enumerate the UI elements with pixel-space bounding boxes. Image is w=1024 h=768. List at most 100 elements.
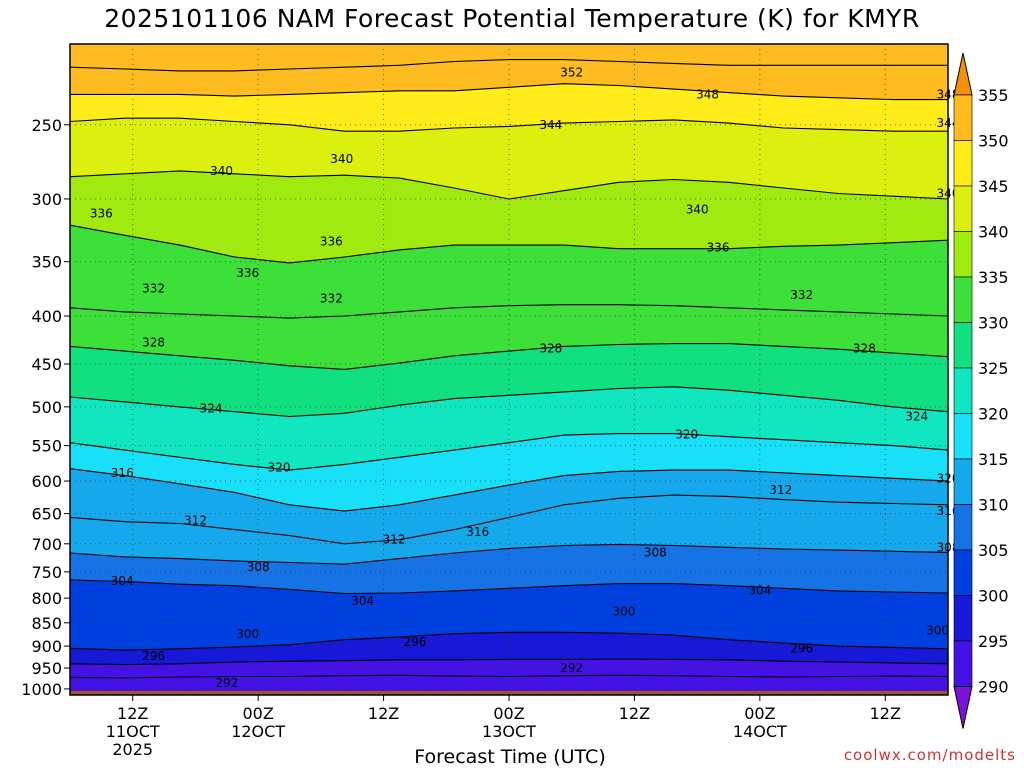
contour-label: 348: [696, 87, 719, 101]
contour-label: 308: [644, 545, 667, 559]
colorbar-label: 315: [978, 450, 1009, 469]
colorbar-label: 325: [978, 359, 1009, 378]
colorbar-label: 320: [978, 405, 1009, 424]
y-tick-label: 650: [31, 505, 62, 524]
y-tick-label: 700: [31, 535, 62, 554]
contour-label: 296: [790, 641, 813, 655]
contour-label: 340: [330, 152, 353, 166]
chart-title: 2025101106 NAM Forecast Potential Temper…: [104, 4, 920, 33]
colorbar-label: 340: [978, 223, 1009, 242]
x-tick-label: 12Z: [368, 704, 399, 723]
colorbar-label: 355: [978, 86, 1009, 105]
colorbar-label: 330: [978, 314, 1009, 333]
x-tick-label: 12Z: [117, 704, 148, 723]
colorbar-arrow-top: [953, 52, 973, 96]
contour-label: 312: [184, 513, 207, 527]
contour-label: 328: [539, 341, 562, 355]
colorbar-segment: [953, 413, 973, 460]
colorbar-segment: [953, 140, 973, 187]
contour-label: 320: [675, 427, 698, 441]
colorbar-segment: [953, 367, 973, 414]
contour-label: 336: [236, 266, 259, 280]
contour-label: 344: [539, 118, 562, 132]
colorbar-label: 345: [978, 177, 1009, 196]
filled-bands: [70, 44, 948, 695]
x-tick-label: 14OCT: [733, 722, 787, 741]
isentrope-332: [70, 304, 948, 319]
x-tick-label: 12Z: [619, 704, 650, 723]
colorbar-label: 310: [978, 496, 1009, 515]
isentrope-lines: [70, 59, 948, 679]
colorbar-label: 295: [978, 632, 1009, 651]
colorbar-segment: [953, 595, 973, 642]
band-below-292: [70, 675, 948, 695]
x-tick-label: 13OCT: [482, 722, 536, 741]
contour-label: 304: [748, 583, 771, 597]
contour-label: 332: [790, 288, 813, 302]
contour-label: 328: [142, 336, 165, 350]
contour-label: 296: [142, 649, 165, 663]
colorbar-segment: [953, 94, 973, 141]
x-tick-label: 00Z: [744, 704, 775, 723]
colorbar-segment: [953, 458, 973, 505]
colorbar-label: 350: [978, 132, 1009, 151]
x-tick-label: 12Z: [870, 704, 901, 723]
y-tick-label: 550: [31, 437, 62, 456]
isentrope-292: [70, 674, 948, 679]
contour-label: 312: [769, 483, 792, 497]
y-tick-label: 800: [31, 589, 62, 608]
colorbar-segment: [953, 185, 973, 232]
contour-label: 352: [560, 66, 583, 80]
credit-link[interactable]: coolwx.com/modelts: [843, 746, 1016, 764]
isentrope-312: [70, 494, 948, 545]
contour-label: 300: [613, 605, 636, 619]
contour-label: 340: [210, 164, 233, 178]
y-tick-label: 250: [31, 116, 62, 135]
contour-label: 320: [268, 460, 291, 474]
contour-label: 300: [926, 623, 949, 637]
colorbar-segment: [953, 640, 973, 687]
contour-label: 332: [320, 291, 343, 305]
contour-label: 324: [200, 401, 223, 415]
contour-label: 336: [707, 240, 730, 254]
contour-label: 316: [466, 525, 489, 539]
colorbar-segment: [953, 504, 973, 551]
colorbar-label: 305: [978, 541, 1009, 560]
contour-label: 304: [111, 574, 134, 588]
x-tick-label: 2025: [112, 740, 153, 759]
x-tick-label: 11OCT: [106, 722, 160, 741]
contour-label: 324: [905, 410, 928, 424]
isentrope-316: [70, 468, 948, 512]
contour-label: 316: [111, 466, 134, 480]
colorbar-label: 290: [978, 678, 1009, 697]
isentrope-324: [70, 386, 948, 418]
isentrope-344: [70, 117, 948, 132]
contour-label: 328: [853, 341, 876, 355]
y-tick-label: 750: [31, 563, 62, 582]
colorbar-segment: [953, 322, 973, 369]
y-tick-label: 950: [31, 659, 62, 678]
contour-label: 340: [686, 203, 709, 217]
isentrope-304: [70, 579, 948, 595]
y-tick-label: 850: [31, 614, 62, 633]
colorbar-segment: [953, 276, 973, 323]
contour-label: 292: [560, 661, 583, 675]
contour-label: 336: [320, 234, 343, 248]
colorbar-segment: [953, 231, 973, 278]
isentrope-328: [70, 343, 948, 370]
y-tick-label: 400: [31, 307, 62, 326]
isentrope-336: [70, 224, 948, 264]
y-tick-label: 600: [31, 472, 62, 491]
y-tick-label: 450: [31, 355, 62, 374]
y-tick-label: 900: [31, 637, 62, 656]
colorbar-segment: [953, 549, 973, 596]
contour-label: 304: [351, 594, 374, 608]
y-tick-label: 350: [31, 253, 62, 272]
contour-label: 296: [403, 635, 426, 649]
contour-label: 292: [215, 676, 238, 690]
isentrope-320: [70, 433, 948, 471]
isentrope-348: [70, 83, 948, 101]
colorbar-label: 300: [978, 587, 1009, 606]
contour-label: 336: [90, 207, 113, 221]
